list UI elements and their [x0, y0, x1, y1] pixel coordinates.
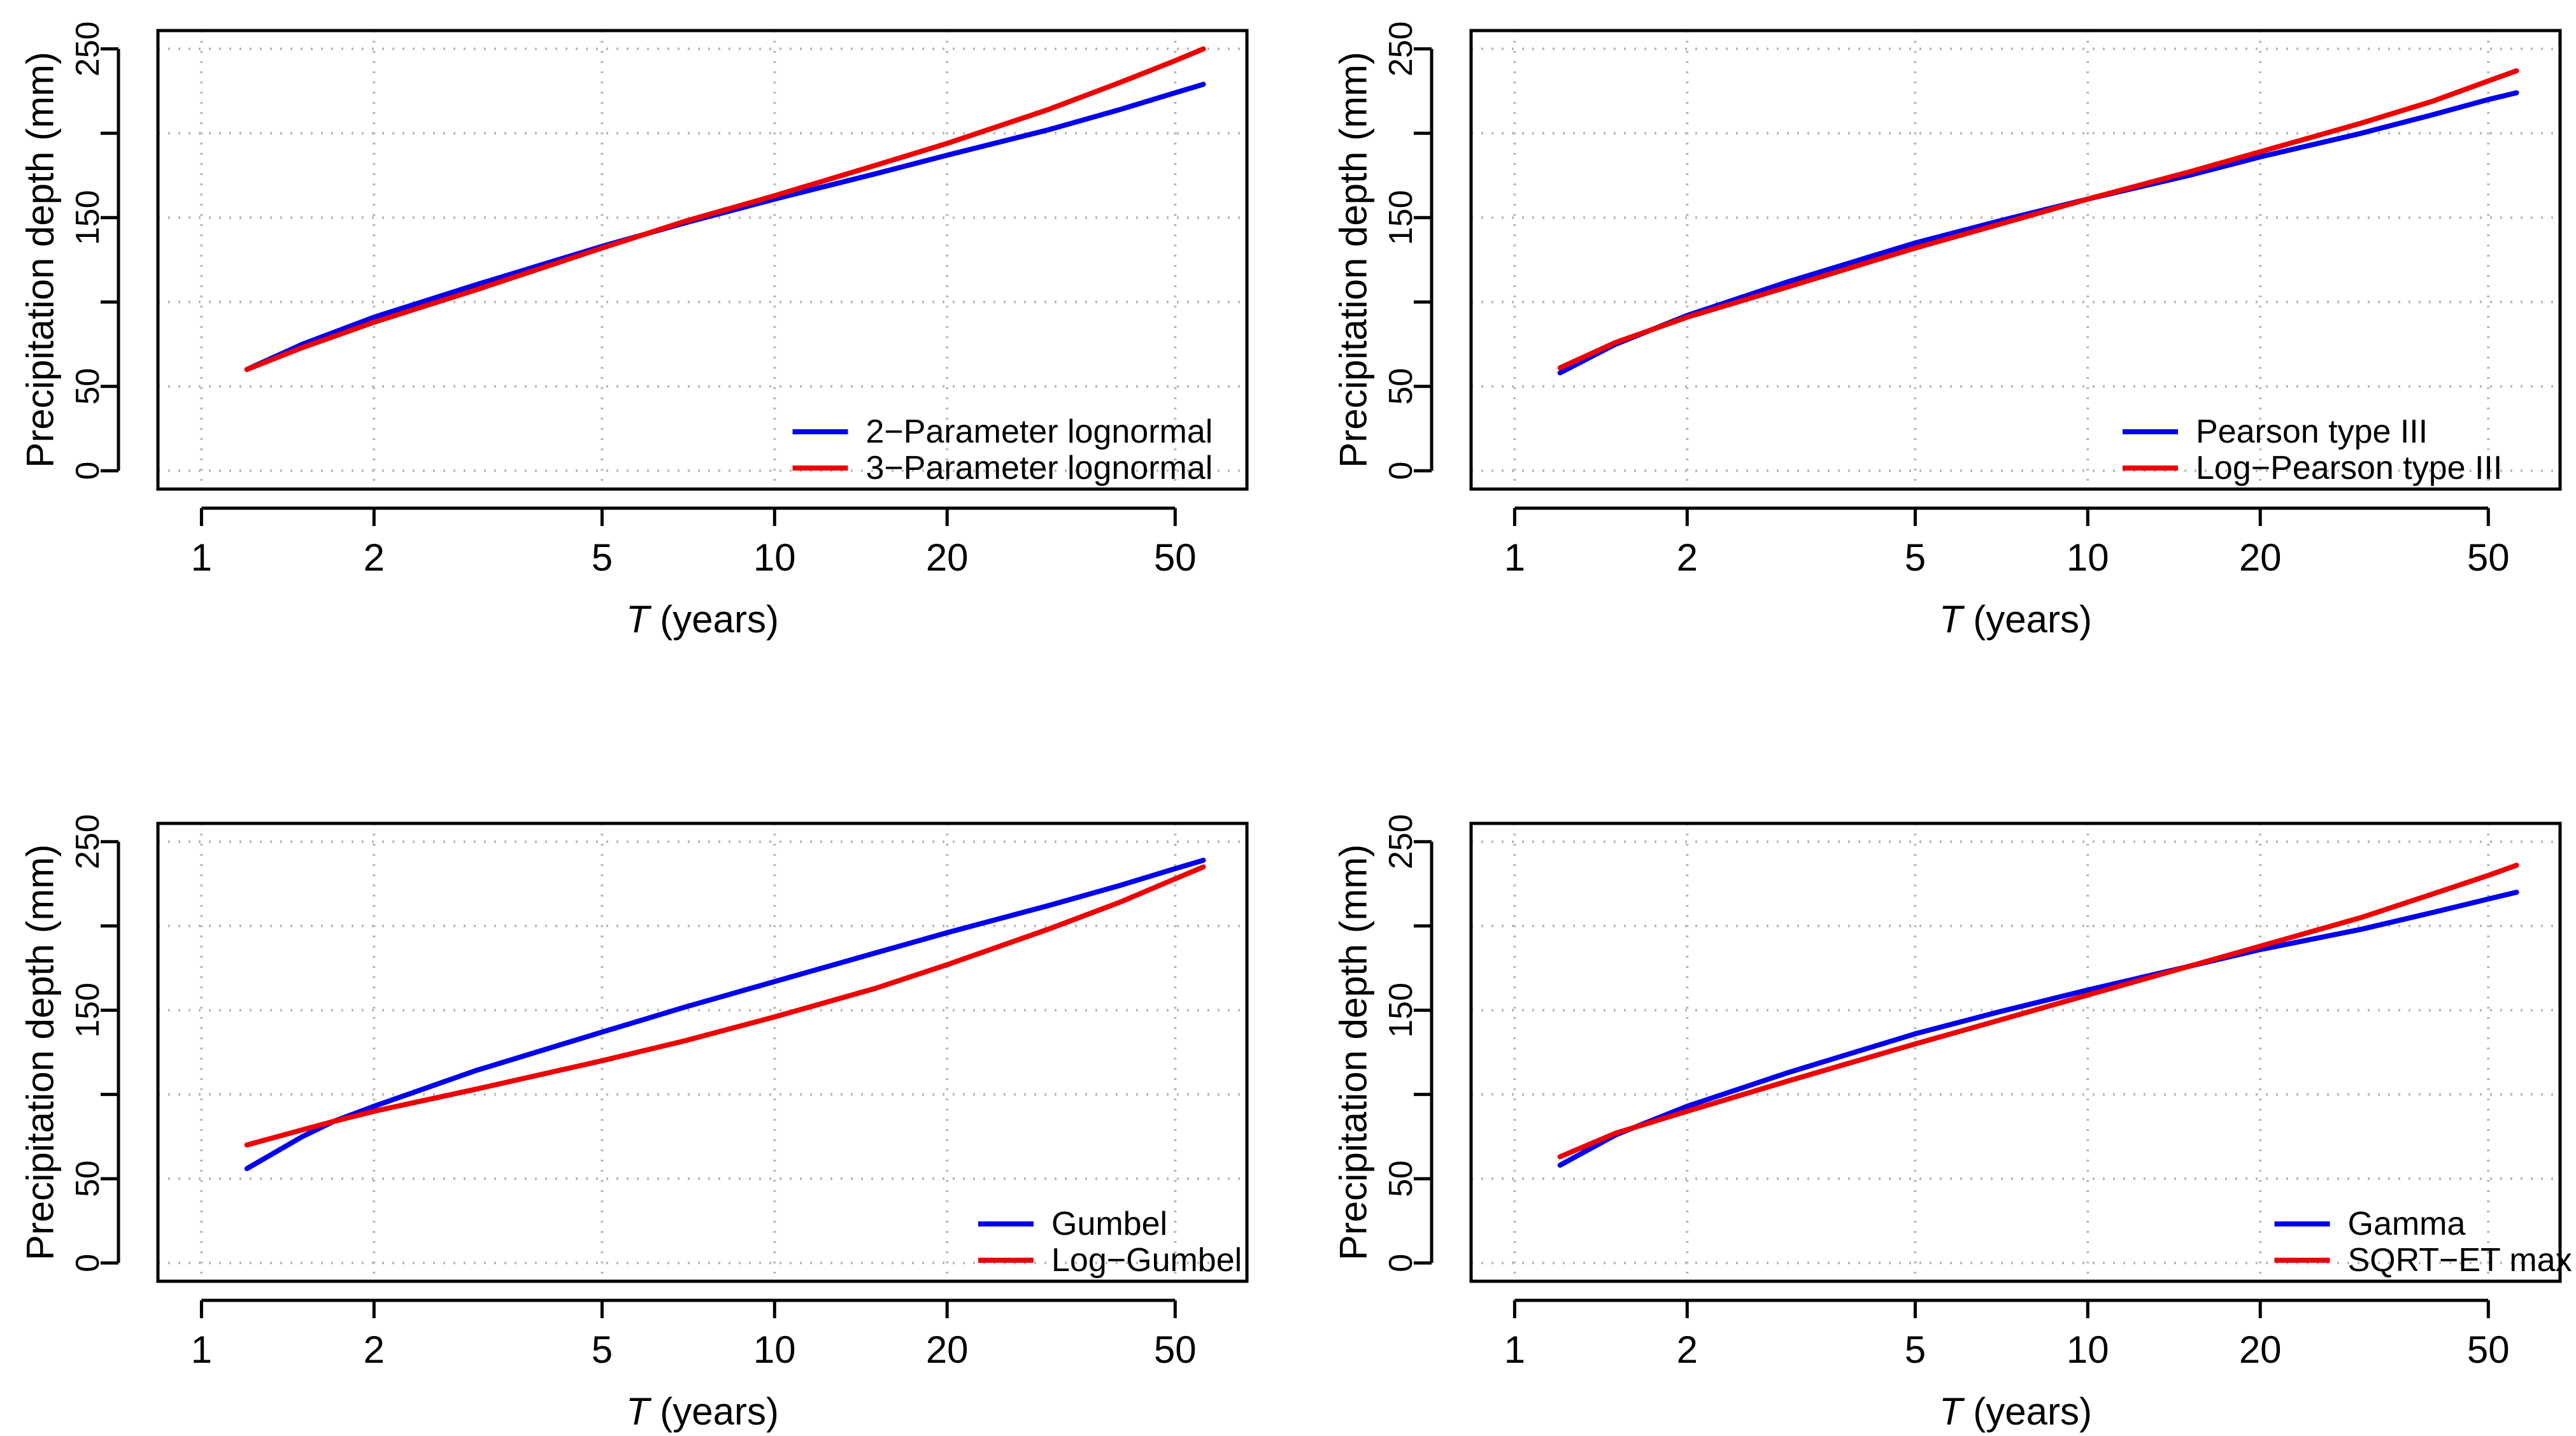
y-tick-label: 250	[69, 21, 106, 76]
legend-label-1: Pearson type III	[2196, 413, 2428, 450]
x-tick-label: 10	[2067, 536, 2109, 579]
legend-label-1: Gamma	[2348, 1205, 2466, 1242]
series-line-1	[1557, 90, 2519, 376]
x-axis-title-unit: (years)	[650, 598, 779, 641]
x-axis-title-symbol: T	[1939, 598, 1965, 641]
plot-frame	[1469, 821, 2562, 1283]
y-tick-label: 50	[69, 1160, 106, 1197]
x-tick-label: 1	[1504, 1328, 1525, 1371]
x-tick-label: 5	[1905, 1328, 1926, 1371]
plot-frame	[156, 29, 1249, 491]
series-line-1	[244, 857, 1206, 1172]
legend-label-1: 2−Parameter lognormal	[866, 413, 1213, 450]
x-tick-label: 1	[191, 536, 212, 579]
x-tick-label: 20	[926, 536, 969, 579]
x-tick-label: 5	[592, 536, 613, 579]
y-axis-title: Precipitation depth (mm)	[1332, 52, 1375, 468]
y-tick-label: 0	[69, 1254, 106, 1272]
plot-frame	[156, 821, 1249, 1283]
y-tick-label: 0	[1383, 462, 1420, 480]
y-tick-label: 0	[69, 462, 106, 480]
y-tick-label: 150	[1383, 190, 1420, 245]
y-tick-label: 150	[1383, 983, 1420, 1038]
x-axis-title-unit: (years)	[650, 1390, 779, 1433]
y-axis-title: Precipitation depth (mm)	[19, 52, 62, 468]
x-tick-label: 5	[592, 1328, 613, 1371]
x-axis-title-symbol: T	[626, 1390, 652, 1433]
x-tick-label: 2	[1677, 536, 1698, 579]
series-line-1	[244, 82, 1206, 373]
x-tick-label: 50	[1154, 1328, 1197, 1371]
legend-label-1: Gumbel	[1051, 1205, 1167, 1242]
series-line-2	[244, 46, 1206, 373]
y-tick-label: 250	[1383, 814, 1420, 869]
y-axis-title: Precipitation depth (mm)	[1332, 844, 1375, 1261]
series-line-2	[1557, 68, 2519, 371]
x-tick-label: 2	[1677, 1328, 1698, 1371]
x-tick-label: 50	[2467, 536, 2510, 579]
series-line-1	[1557, 890, 2519, 1168]
y-tick-label: 50	[1383, 1160, 1420, 1197]
y-tick-label: 150	[69, 190, 106, 245]
x-axis-title-symbol: T	[626, 598, 652, 641]
x-tick-label: 5	[1905, 536, 1926, 579]
x-tick-label: 20	[2239, 536, 2282, 579]
x-tick-label: 10	[2067, 1328, 2109, 1371]
legend-label-2: SQRT−ET max	[2348, 1242, 2572, 1279]
series-line-2	[1557, 862, 2519, 1160]
x-tick-label: 1	[191, 1328, 212, 1371]
x-tick-label: 20	[2239, 1328, 2282, 1371]
x-axis-title-unit: (years)	[1963, 598, 2092, 641]
legend-label-2: Log−Pearson type III	[2196, 450, 2502, 487]
x-tick-label: 50	[2467, 1328, 2510, 1371]
x-axis-title-unit: (years)	[1963, 1390, 2092, 1433]
x-tick-label: 1	[1504, 536, 1525, 579]
x-axis-title: T (years)	[626, 1390, 779, 1433]
x-axis-title-symbol: T	[1939, 1390, 1965, 1433]
y-tick-label: 0	[1383, 1254, 1420, 1272]
series-line-2	[244, 864, 1206, 1148]
x-axis-title: T (years)	[626, 598, 779, 641]
plot-frame	[1469, 29, 2562, 491]
x-tick-label: 20	[926, 1328, 969, 1371]
x-tick-label: 10	[753, 536, 796, 579]
x-tick-label: 2	[364, 536, 385, 579]
y-tick-label: 50	[1383, 368, 1420, 405]
legend-label-2: 3−Parameter lognormal	[866, 450, 1213, 487]
x-tick-label: 50	[1154, 536, 1197, 579]
legend-label-2: Log−Gumbel	[1051, 1242, 1242, 1279]
y-axis-title: Precipitation depth (mm)	[19, 844, 62, 1261]
x-axis-title: T (years)	[1939, 598, 2092, 641]
y-tick-label: 150	[69, 983, 106, 1038]
x-axis-title: T (years)	[1939, 1390, 2092, 1433]
y-tick-label: 50	[69, 368, 106, 405]
x-tick-label: 10	[753, 1328, 796, 1371]
y-tick-label: 250	[69, 814, 106, 869]
y-tick-label: 250	[1383, 21, 1420, 76]
x-tick-label: 2	[364, 1328, 385, 1371]
